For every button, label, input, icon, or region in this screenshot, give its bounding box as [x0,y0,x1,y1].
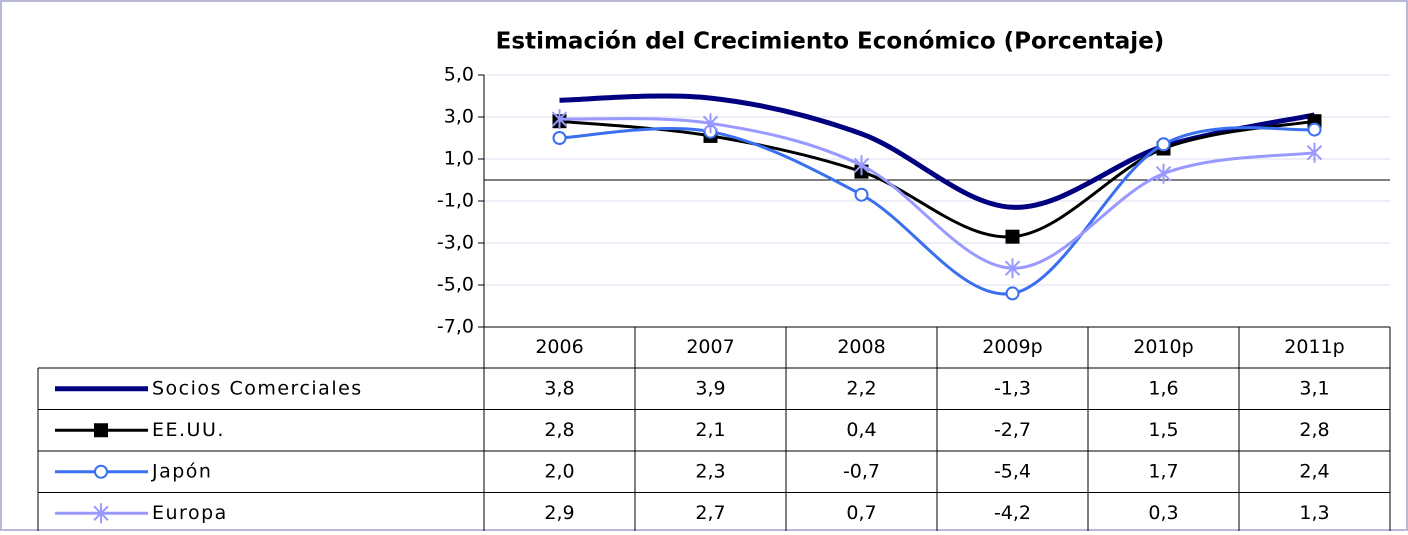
y-tick-label: 3,0 [444,106,474,128]
value-label: 3,9 [695,377,725,399]
value-label: 1,7 [1148,460,1178,482]
value-label: -4,2 [994,502,1031,524]
value-label: 0,4 [846,419,876,441]
value-label: -0,7 [843,460,880,482]
y-tick-label: 1,0 [444,148,474,170]
value-label: 2,4 [1299,460,1329,482]
value-label: 0,3 [1148,502,1178,524]
x-tick-label: 2008 [837,336,885,358]
value-label: 3,8 [544,377,574,399]
value-label: -5,4 [994,460,1031,482]
value-label: 2,8 [544,419,574,441]
value-label: 2,7 [695,502,725,524]
marker [1307,122,1322,137]
marker [702,113,719,134]
marker [1306,142,1323,163]
series-line [559,117,1315,270]
marker [552,131,567,145]
marker [94,464,108,479]
value-label: -1,3 [994,377,1031,399]
value-label: 2,9 [544,502,574,524]
x-tick-label: 2011p [1284,336,1344,358]
marker [1005,229,1020,244]
x-tick-label: 2010p [1133,336,1193,358]
legend-label: Europa [152,502,228,524]
series-line [559,119,1315,239]
marker [1004,258,1021,279]
value-label: 2,2 [846,377,876,399]
y-tick-label: 5,0 [444,64,474,86]
y-tick-label: -1,0 [437,190,474,212]
x-tick-label: 2009p [982,336,1042,358]
legend-label: Socios Comerciales [152,377,363,399]
value-label: 1,6 [1148,377,1178,399]
marker [853,155,870,176]
y-tick-label: -3,0 [437,232,474,254]
y-tick-label: -7,0 [437,316,474,338]
legend-label: EE.UU. [152,419,225,441]
value-label: 1,3 [1299,502,1329,524]
value-label: 2,3 [695,460,725,482]
marker [854,187,869,202]
value-label: 1,5 [1148,419,1178,441]
value-label: 2,1 [695,419,725,441]
series-line [559,126,1315,296]
x-tick-label: 2007 [686,336,734,358]
legend-label: Japón [151,460,212,482]
value-label: 0,7 [846,502,876,524]
marker [551,109,568,130]
chart-title: Estimación del Crecimiento Económico (Po… [496,29,1165,55]
value-label: 2,8 [1299,419,1329,441]
marker [93,503,109,524]
value-label: 3,1 [1299,377,1329,399]
marker [1156,137,1171,152]
x-tick-label: 2006 [535,336,583,358]
y-tick-label: -5,0 [437,274,474,296]
marker [1155,163,1172,184]
marker [1005,286,1020,301]
value-label: -2,7 [994,419,1031,441]
marker [94,423,108,438]
value-label: 2,0 [544,460,574,482]
